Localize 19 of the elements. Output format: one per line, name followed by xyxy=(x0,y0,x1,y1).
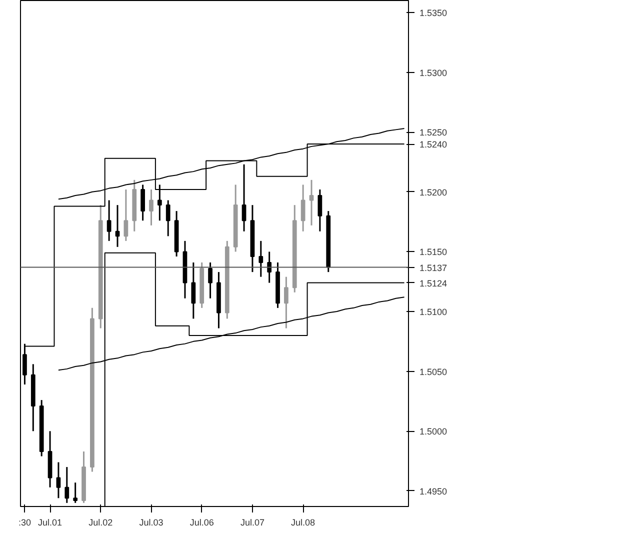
y-tick-label: 1.5240 xyxy=(420,140,448,150)
x-tick-label: Jul.06 xyxy=(190,518,214,528)
x-tick-label: Jul.07 xyxy=(240,518,264,528)
y-tick-label: 1.5100 xyxy=(420,307,448,318)
y-tick-label: 1.5200 xyxy=(420,187,448,198)
y-tick-label: 1.5000 xyxy=(420,426,448,437)
y-tick-label: 1.5300 xyxy=(420,68,448,78)
x-tick-label: :30 xyxy=(18,518,31,528)
ref-line-label: 1.5137 xyxy=(420,262,448,273)
y-tick-label: 1.5350 xyxy=(420,8,448,18)
x-tick-label: Jul.03 xyxy=(139,518,164,528)
y-tick-label: 1.5250 xyxy=(420,128,448,138)
x-tick-label: Jul.02 xyxy=(88,518,113,528)
x-tick-label: Jul.01 xyxy=(38,518,62,528)
y-tick-label: 1.5124 xyxy=(420,278,448,288)
y-tick-label: 1.5050 xyxy=(420,366,448,377)
y-tick-label: 1.4950 xyxy=(420,486,448,496)
y-tick-label: 1.5150 xyxy=(420,247,448,258)
x-tick-label: Jul.08 xyxy=(291,518,316,528)
